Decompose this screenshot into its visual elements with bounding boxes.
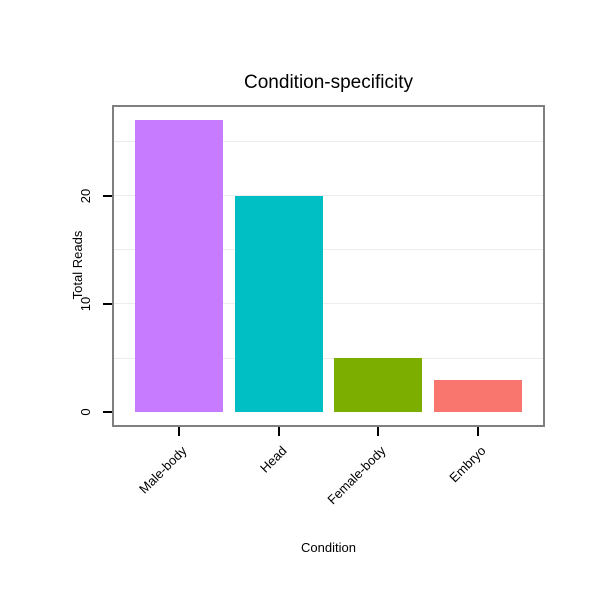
gridline [114,195,543,197]
bar-female-body [334,358,423,413]
x-tick [277,427,280,436]
x-axis-title: Condition [301,540,356,555]
y-tick-label-20: 20 [77,188,93,203]
chart-title: Condition-specificity [244,72,413,93]
gridline [114,303,543,305]
y-tick [103,302,112,305]
x-tick [476,427,479,436]
gridline [114,249,543,251]
y-tick-label-0: 0 [77,408,93,416]
plot-area: Total Reads Male-body Head Female-body Embr… [70,105,545,507]
bar-male-body [135,119,223,413]
x-tick [178,427,181,436]
y-tick [103,411,112,414]
x-tick [377,427,380,436]
gridline [114,140,543,142]
bar-head [234,195,323,413]
plot-box [112,105,545,427]
bar-embryo [434,379,522,413]
y-tick [103,194,112,197]
y-tick-label-10: 10 [77,296,93,312]
gridline [114,357,543,359]
